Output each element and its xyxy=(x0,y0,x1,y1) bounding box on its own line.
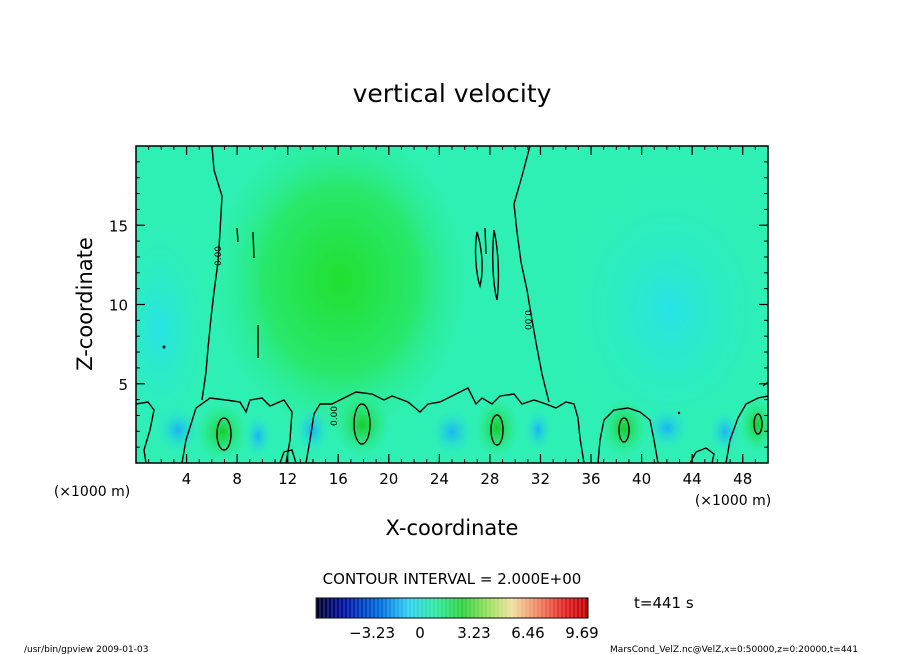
y-tick-label: 15 xyxy=(109,217,128,235)
contour-label: 0.00 xyxy=(330,406,340,426)
contour-label: 0.00 xyxy=(214,246,224,266)
x-axis-ticks: 4 8 12 16 20 24 28 32 36 40 44 48 xyxy=(135,146,769,488)
x-tick-label: 44 xyxy=(683,470,702,488)
x-tick-label: 32 xyxy=(531,470,550,488)
x-tick-label: 8 xyxy=(232,470,242,488)
colorbar-tick-label: 6.46 xyxy=(511,624,544,642)
footer-right: MarsCond_VelZ.nc@VelZ,x=0:50000,z=0:2000… xyxy=(610,645,858,654)
contour-fragment xyxy=(474,231,483,289)
positive-cell-contour xyxy=(618,417,630,443)
x-unit-label-right: (×1000 m) xyxy=(695,493,771,509)
colorbar xyxy=(315,597,589,619)
surface-blob xyxy=(334,393,390,457)
surface-blue xyxy=(244,414,272,458)
x-tick-label: 28 xyxy=(480,470,499,488)
x-tick-label: 20 xyxy=(379,470,398,488)
contour-fragment xyxy=(484,227,487,255)
zero-contour-left xyxy=(201,146,223,401)
positive-cell-contour xyxy=(490,414,504,446)
downdraft-region-left xyxy=(136,200,220,460)
contour-dot xyxy=(162,345,166,349)
zero-contour-right xyxy=(513,146,550,403)
surface-blue xyxy=(709,410,741,454)
positive-cell-contour xyxy=(216,417,232,451)
surface-blob xyxy=(600,398,648,458)
footer-left: /usr/bin/gpview 2009-01-03 xyxy=(24,645,148,654)
contour-label: 0.00 xyxy=(522,310,532,330)
y-tick-label: 5 xyxy=(118,376,128,394)
x-unit-label-left: (×1000 m) xyxy=(54,484,130,500)
x-tick-label: 40 xyxy=(632,470,651,488)
x-tick-label: 16 xyxy=(329,470,348,488)
x-tick-label: 48 xyxy=(733,470,752,488)
x-axis-title: X-coordinate xyxy=(386,516,519,540)
x-tick-label: 12 xyxy=(278,470,297,488)
colorbar-tick-label: −3.23 xyxy=(349,624,395,642)
heatmap-field: 0.00 0.00 0.00 xyxy=(136,146,768,463)
updraft-region xyxy=(200,146,480,450)
contour-dot xyxy=(677,411,681,415)
colorbar-tick-label: 9.69 xyxy=(565,624,598,642)
positive-cell-contour xyxy=(753,413,763,435)
surface-contour xyxy=(279,449,297,463)
contour-fragment xyxy=(252,231,255,259)
surface-blue xyxy=(156,406,200,454)
contour-interval: CONTOUR INTERVAL = 2.000E+00 xyxy=(323,570,582,588)
y-tick-label: 10 xyxy=(109,297,128,315)
contour-fragment xyxy=(236,227,239,243)
positive-cell-contour xyxy=(353,403,371,445)
colorbar-tick-label: 3.23 xyxy=(457,624,490,642)
colorbar-stripes xyxy=(315,598,585,618)
time-label: t=441 s xyxy=(634,594,694,612)
x-tick-label: 24 xyxy=(430,470,449,488)
surface-blue xyxy=(430,408,474,456)
downdraft-region-right xyxy=(550,160,768,460)
y-axis-ticks: 5 10 15 xyxy=(109,145,768,464)
x-tick-label: 4 xyxy=(182,470,192,488)
contour-fragment xyxy=(492,229,500,301)
x-tick-label: 36 xyxy=(581,470,600,488)
colorbar-ticks: −3.23 0 3.23 6.46 9.69 xyxy=(349,624,599,642)
y-axis-title: Z-coordinate xyxy=(73,237,97,371)
surface-blob xyxy=(475,398,519,458)
chart-title: vertical velocity xyxy=(353,79,552,108)
surface-blue xyxy=(645,406,689,450)
colorbar-tick-label: 0 xyxy=(415,624,425,642)
surface-blob xyxy=(196,402,248,462)
surface-contour xyxy=(136,387,768,463)
surface-blue xyxy=(524,408,552,452)
